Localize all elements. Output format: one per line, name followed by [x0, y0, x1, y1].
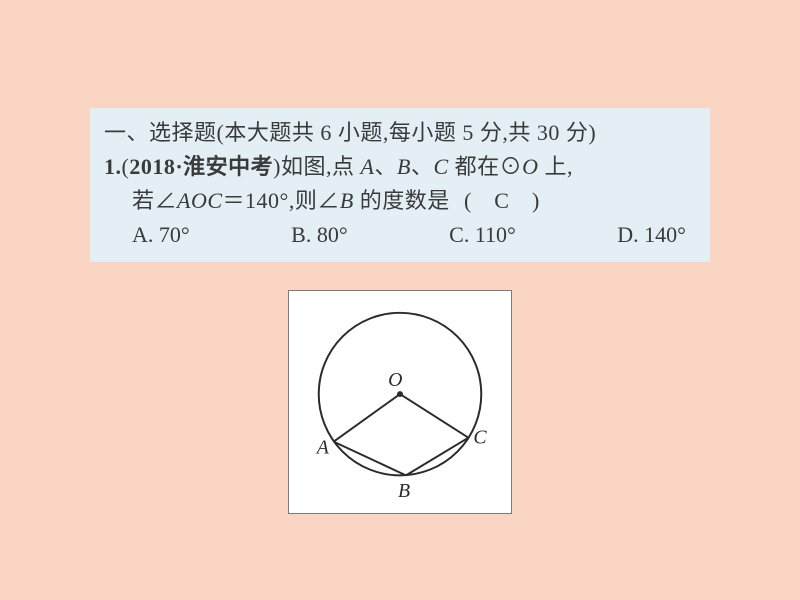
option-C: C. 110° — [449, 218, 516, 252]
answer: C — [494, 188, 509, 213]
svg-text:B: B — [398, 480, 410, 502]
q1-options: A. 70° B. 80° C. 110° D. 140° — [104, 218, 696, 252]
option-D: D. 140° — [617, 218, 686, 252]
svg-text:A: A — [315, 437, 330, 459]
svg-text:O: O — [388, 369, 402, 391]
q1-number: 1. — [104, 154, 122, 179]
section-heading: 一、选择题(本大题共 6 小题,每小题 5 分,共 30 分) — [104, 116, 696, 150]
question-block: 一、选择题(本大题共 6 小题,每小题 5 分,共 30 分) 1.(2018·… — [90, 108, 710, 262]
paren-open: ( — [464, 188, 494, 213]
var-O: O — [522, 154, 538, 179]
diagram-svg: O A B C — [289, 291, 511, 513]
q1-source: 2018·淮安中考 — [129, 154, 273, 179]
q1-src-close: ) — [273, 154, 281, 179]
paren-close: ) — [509, 188, 539, 213]
var-Bangle: B — [340, 188, 354, 213]
circle-diagram: O A B C — [288, 290, 512, 514]
option-B: B. 80° — [291, 218, 347, 252]
q1-stem3: 上, — [539, 154, 574, 179]
answer-slot: ( C ) — [450, 184, 540, 218]
q1-stem1: 如图,点 — [281, 154, 361, 179]
var-AOC: AOC — [177, 188, 223, 213]
var-C: C — [433, 154, 448, 179]
option-A: A. 70° — [132, 218, 190, 252]
var-A: A — [361, 154, 375, 179]
q1-stem2: 都在⊙ — [449, 154, 523, 179]
sep1: 、 — [374, 154, 397, 179]
var-B: B — [397, 154, 411, 179]
q1-l2a: 若∠ — [132, 188, 177, 213]
q1-line2: 若∠AOC＝140°,则∠B 的度数是 ( C ) — [104, 184, 696, 218]
svg-text:C: C — [473, 427, 487, 449]
sep2: 、 — [411, 154, 434, 179]
q1-l2b: ＝140°,则∠ — [223, 188, 340, 213]
q1-line1: 1.(2018·淮安中考)如图,点 A、B、C 都在⊙O 上, — [104, 150, 696, 184]
q1-l2c: 的度数是 — [354, 188, 450, 213]
